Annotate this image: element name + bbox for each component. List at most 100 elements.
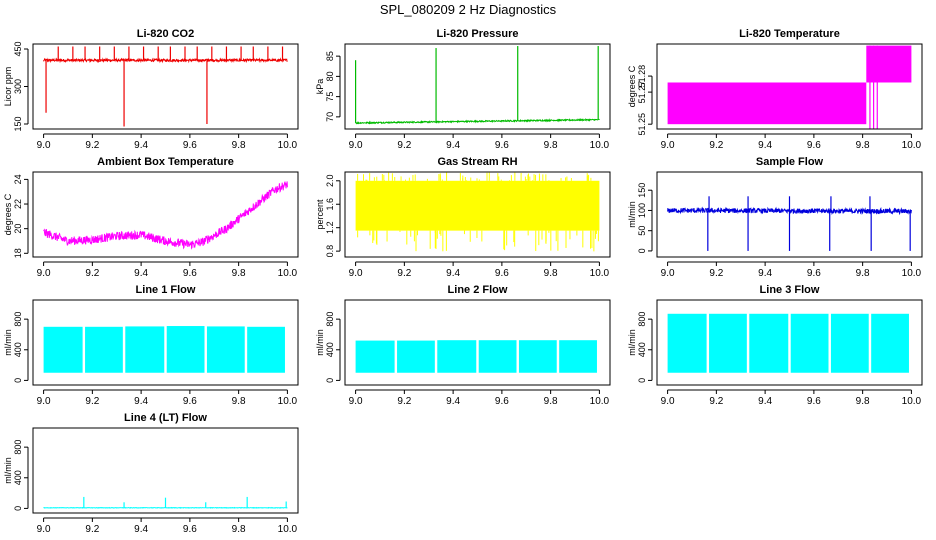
series-line [43,181,288,250]
x-tick-label: 10.0 [902,396,922,407]
signal-band [85,326,123,373]
y-axis-label: ml/min [3,329,13,356]
x-tick-label: 9.4 [134,268,148,279]
x-tick-label: 9.6 [495,396,509,407]
x-tick-label: 9.4 [134,396,148,407]
panel-line1: Line 1 Flow ml/min 9.0 9.2 9.4 9.6 9.8 10.0 0 400… [3,284,299,407]
y-tick-label: 150 [13,116,23,131]
panel-temperature: Li-820 Temperature degrees C 9.0 9.2 9.4 9.6 9… [627,28,923,151]
x-tick-label: 10.0 [590,268,610,279]
series-sample [667,196,912,251]
series-pressure [355,46,600,125]
y-tick-label: 80 [325,71,335,81]
x-tick-label: 9.4 [446,396,460,407]
signal-band [709,313,747,373]
x-tick-label: 9.2 [85,140,99,151]
y-tick-label: 0.8 [325,245,335,258]
x-tick-label: 9.4 [446,140,460,151]
y-tick-label: 85 [325,51,335,61]
plot-frame [32,299,299,386]
plot-frame [344,43,611,130]
x-tick-label: 9.0 [661,140,675,151]
chart-title: Sample Flow [756,156,824,168]
plot-frame [32,171,299,258]
y-tick-label: 20 [13,224,23,234]
chart-title: Line 2 Flow [448,284,508,296]
x-tick-label: 9.2 [397,140,411,151]
x-tick-label: 9.0 [37,524,51,535]
panel-co2: Li-820 CO2 Licor ppm 9.0 9.2 9.4 9.6 9.8 10.0 15… [3,28,299,151]
signal-band [559,340,597,373]
x-tick-label: 9.0 [349,396,363,407]
x-tick-label: 10.0 [902,268,922,279]
y-axis-label: Licor ppm [3,67,13,107]
signal-band [397,340,435,373]
y-axis-label: ml/min [627,201,637,228]
x-tick-label: 9.6 [495,268,509,279]
y-tick-label: 800 [637,312,647,327]
plot-frame [32,427,299,514]
panel-pressure: Li-820 Pressure kPa 9.0 9.2 9.4 9.6 9.8 10.0 70 7… [315,28,611,151]
y-tick-label: 51.25 [637,113,647,136]
x-tick-label: 9.8 [856,396,870,407]
y-tick-label: 400 [637,342,647,357]
plot-frame [656,43,923,130]
y-tick-label: 24 [13,174,23,184]
y-tick-label: 70 [325,112,335,122]
x-tick-label: 9.6 [807,396,821,407]
series-co2 [43,46,288,127]
y-axis-label: degrees C [627,65,637,107]
y-tick-label: 0 [637,378,647,383]
plot-frame [344,171,611,258]
y-axis-label: kPa [315,79,325,95]
x-tick-label: 9.4 [758,268,772,279]
x-tick-label: 9.0 [349,140,363,151]
x-tick-label: 9.0 [37,140,51,151]
y-tick-label: 1.2 [325,221,335,234]
y-tick-label: 400 [13,470,23,485]
series-line3 [667,313,909,373]
x-tick-label: 9.0 [661,268,675,279]
x-tick-label: 9.8 [232,140,246,151]
x-tick-label: 9.6 [183,268,197,279]
y-axis-label: ml/min [627,329,637,356]
y-tick-label: 450 [13,41,23,56]
chart-title: Line 3 Flow [760,284,820,296]
y-tick-label: 100 [637,203,647,218]
x-tick-label: 9.6 [807,268,821,279]
x-tick-label: 9.2 [85,268,99,279]
panel-rh: Gas Stream RH percent 9.0 9.2 9.4 9.6 9.8 10.0 0… [315,156,611,279]
x-tick-label: 9.0 [349,268,363,279]
x-tick-label: 9.8 [544,268,558,279]
signal-band [166,326,205,373]
x-tick-label: 9.2 [397,268,411,279]
y-tick-label: 300 [13,79,23,94]
y-axis-label: ml/min [3,457,13,484]
plot-frame [344,299,611,386]
x-tick-label: 9.6 [183,140,197,151]
x-tick-label: 9.6 [807,140,821,151]
x-tick-label: 9.8 [856,268,870,279]
series-line2 [355,340,597,373]
chart-title: Li-820 Pressure [437,28,519,40]
signal-band [749,313,789,373]
x-tick-label: 9.6 [183,396,197,407]
x-tick-label: 9.8 [232,524,246,535]
panel-line4: Line 4 (LT) Flow ml/min 9.0 9.2 9.4 9.6 9.8 10.… [3,412,299,535]
x-tick-label: 9.4 [758,396,772,407]
y-tick-label: 51.28 [637,65,647,88]
y-tick-label: 400 [325,342,335,357]
x-tick-label: 9.8 [232,396,246,407]
y-axis-label: ml/min [315,329,325,356]
x-tick-label: 10.0 [278,140,298,151]
series-line [43,57,288,64]
plot-frame [656,171,923,258]
chart-title: Li-820 CO2 [137,28,194,40]
y-tick-label: 800 [13,312,23,327]
x-tick-label: 9.2 [85,396,99,407]
y-tick-label: 800 [13,440,23,455]
series-ambient [43,181,288,250]
signal-band [437,340,477,373]
x-tick-label: 9.2 [709,268,723,279]
